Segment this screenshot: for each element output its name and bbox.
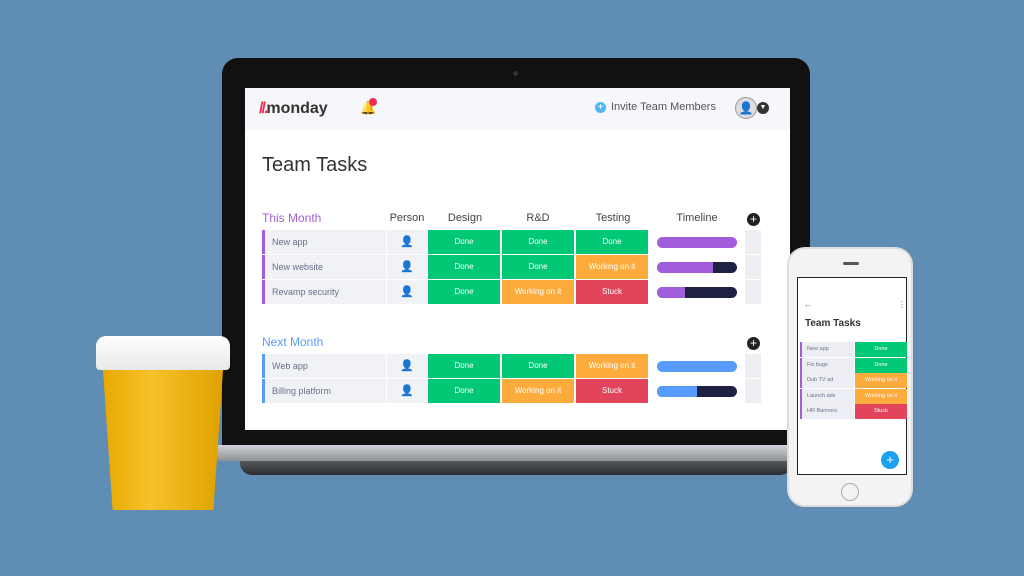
- page-title: Team Tasks: [262, 154, 368, 176]
- timeline-fill: [657, 287, 685, 298]
- timeline-bar[interactable]: [657, 262, 737, 273]
- monday-logo[interactable]: //.monday: [259, 100, 328, 117]
- rd-status[interactable]: Working on it: [502, 379, 574, 403]
- row-spacer: [745, 280, 761, 304]
- phone-item-status[interactable]: Stuck: [855, 404, 907, 419]
- timeline-fill: [657, 386, 697, 397]
- more-icon[interactable]: ⋮: [898, 300, 906, 309]
- notification-badge: [369, 98, 377, 106]
- phone-item-name: Dub TV ad: [800, 373, 854, 388]
- app-screen: //.monday 🔔 + Invite Team Members 👤 ▼ Tea…: [245, 88, 790, 430]
- coffee-cup: [103, 370, 223, 510]
- testing-status[interactable]: Working on it: [576, 354, 648, 378]
- laptop-base: [212, 445, 820, 461]
- phone-item-name: Launch ads: [800, 388, 854, 404]
- phone-title: Team Tasks: [805, 318, 861, 329]
- column-header[interactable]: Timeline: [676, 212, 718, 224]
- phone-item-status[interactable]: Working on it: [855, 388, 907, 404]
- person-avatar[interactable]: 👤: [387, 280, 427, 304]
- item-name[interactable]: Web app: [262, 354, 386, 378]
- laptop-base-bottom: [240, 461, 792, 475]
- phone-row[interactable]: Fix bugs Done: [800, 357, 907, 373]
- coffee-cup-lid: [96, 336, 230, 370]
- person-avatar[interactable]: 👤: [387, 255, 427, 279]
- timeline-fill: [657, 262, 713, 273]
- phone-screen: ← ⋮ Team Tasks New app Done Fix bugs Done Du…: [797, 277, 907, 475]
- add-fab-button[interactable]: +: [881, 451, 899, 469]
- column-header[interactable]: R&D: [526, 212, 550, 224]
- phone-item-name: New app: [800, 342, 854, 357]
- design-status[interactable]: Done: [428, 379, 500, 403]
- timeline-fill: [657, 237, 737, 248]
- table-row: Revamp security 👤 Done Working on it Stu…: [262, 280, 761, 304]
- design-status[interactable]: Done: [428, 280, 500, 304]
- timeline-fill: [657, 361, 737, 372]
- add-column-icon[interactable]: +: [747, 213, 760, 226]
- item-name[interactable]: Revamp security: [262, 280, 386, 304]
- home-button[interactable]: [841, 483, 859, 501]
- timeline-bar[interactable]: [657, 361, 737, 372]
- chevron-down-icon[interactable]: ▼: [757, 102, 769, 114]
- back-arrow-icon[interactable]: ←: [804, 300, 812, 309]
- invite-team-members-button[interactable]: + Invite Team Members: [595, 101, 716, 113]
- testing-status[interactable]: Working on it: [576, 255, 648, 279]
- person-avatar[interactable]: 👤: [387, 230, 427, 254]
- table-row: Web app 👤 Done Done Working on it: [262, 354, 761, 378]
- row-spacer: [745, 354, 761, 378]
- column-header[interactable]: Design: [447, 212, 483, 224]
- phone-row[interactable]: Dub TV ad Working on it: [800, 373, 907, 388]
- logo-text: monday: [266, 100, 328, 117]
- design-status[interactable]: Done: [428, 230, 500, 254]
- testing-status[interactable]: Stuck: [576, 280, 648, 304]
- phone-item-name: Fix bugs: [800, 357, 854, 373]
- timeline-bar[interactable]: [657, 237, 737, 248]
- row-spacer: [745, 230, 761, 254]
- item-name[interactable]: Billing platform: [262, 379, 386, 403]
- phone-item-status[interactable]: Done: [855, 357, 907, 373]
- add-column-icon[interactable]: +: [747, 337, 760, 350]
- top-bar: //.monday 🔔 + Invite Team Members 👤 ▼: [245, 88, 790, 130]
- person-avatar[interactable]: 👤: [387, 354, 427, 378]
- design-status[interactable]: Done: [428, 354, 500, 378]
- timeline-bar[interactable]: [657, 287, 737, 298]
- rd-status[interactable]: Done: [502, 230, 574, 254]
- timeline-bar[interactable]: [657, 386, 737, 397]
- invite-label: Invite Team Members: [611, 101, 716, 113]
- camera: [513, 71, 518, 76]
- phone-item-status[interactable]: Done: [855, 342, 907, 357]
- rd-status[interactable]: Done: [502, 255, 574, 279]
- phone-speaker: [843, 262, 859, 265]
- table-row: New app 👤 Done Done Done: [262, 230, 761, 254]
- design-status[interactable]: Done: [428, 255, 500, 279]
- item-name[interactable]: New app: [262, 230, 386, 254]
- row-spacer: [745, 379, 761, 403]
- person-avatar[interactable]: 👤: [387, 379, 427, 403]
- column-header[interactable]: Testing: [595, 212, 631, 224]
- rd-status[interactable]: Working on it: [502, 280, 574, 304]
- user-avatar[interactable]: 👤: [735, 97, 757, 119]
- row-spacer: [745, 255, 761, 279]
- phone-item-status[interactable]: Working on it: [855, 373, 907, 388]
- item-name[interactable]: New website: [262, 255, 386, 279]
- phone-row[interactable]: HR Banners Stuck: [800, 404, 907, 419]
- group-title[interactable]: Next Month: [262, 335, 324, 349]
- plus-icon: +: [595, 101, 606, 113]
- phone-row[interactable]: Launch ads Working on it: [800, 388, 907, 404]
- testing-status[interactable]: Stuck: [576, 379, 648, 403]
- rd-status[interactable]: Done: [502, 354, 574, 378]
- column-header[interactable]: Person: [389, 212, 425, 224]
- phone-row[interactable]: New app Done: [800, 342, 907, 357]
- group-title[interactable]: This Month: [262, 211, 322, 225]
- phone-item-name: HR Banners: [800, 404, 854, 419]
- testing-status[interactable]: Done: [576, 230, 648, 254]
- table-row: New website 👤 Done Done Working on it: [262, 255, 761, 279]
- table-row: Billing platform 👤 Done Working on it St…: [262, 379, 761, 403]
